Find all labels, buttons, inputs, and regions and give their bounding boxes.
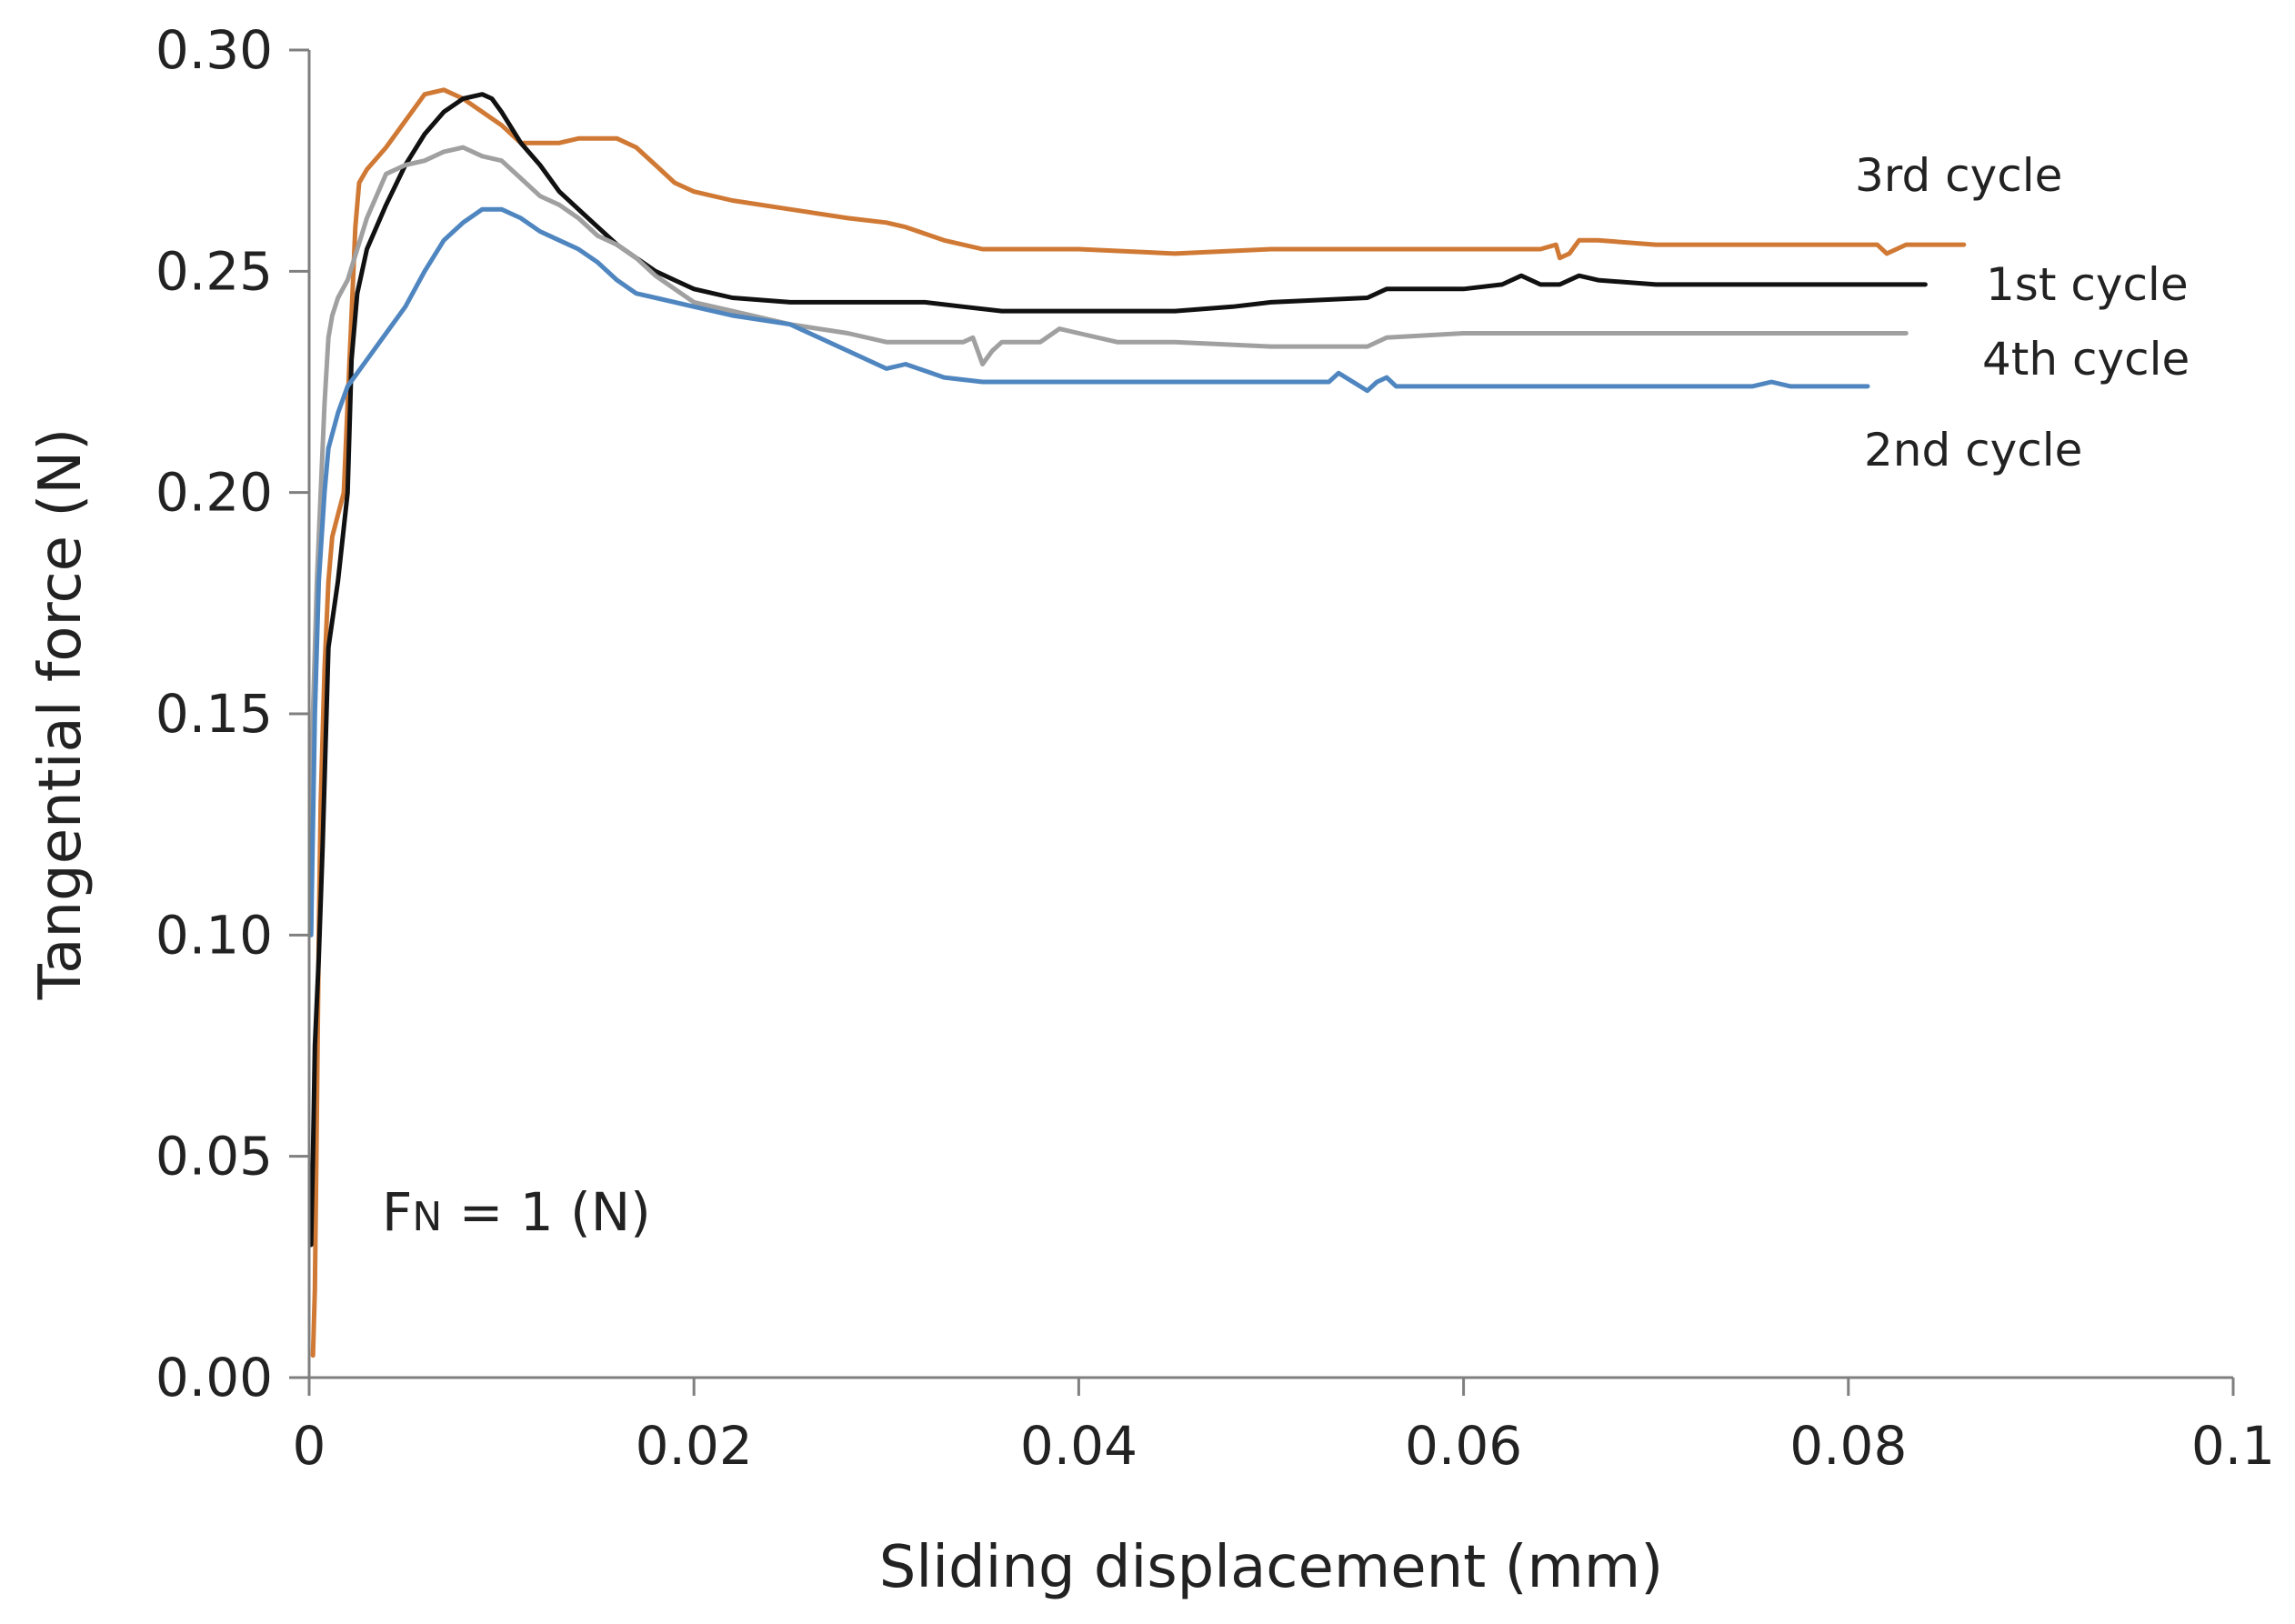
x-tick-label: 0.08 — [1789, 1415, 1907, 1477]
series-label-4: 2nd cycle — [1864, 424, 2082, 476]
annotation-suffix: = 1 (N) — [442, 1181, 650, 1243]
x-ticks: 0 0.02 0.04 0.06 0.08 0.1 — [293, 1378, 2275, 1477]
y-ticks: 0.00 0.05 0.10 0.15 0.20 0.25 0.30 — [155, 19, 309, 1408]
annotation-prefix: F — [382, 1181, 412, 1243]
x-axis-title: Sliding displacement (mm) — [879, 1534, 1663, 1601]
x-tick-label: 0.1 — [2191, 1415, 2275, 1477]
series-line-3 — [308, 145, 1909, 937]
annotation-subscript: N — [412, 1194, 442, 1240]
series-label-1: 3rd cycle — [1855, 149, 2062, 202]
y-axis-title: Tangential force (N) — [27, 428, 95, 1000]
y-tick-label: 0.10 — [155, 904, 273, 966]
x-tick-label: 0 — [293, 1415, 326, 1477]
series-layer — [308, 87, 1967, 1358]
series-labels: 3rd cycle 1st cycle 4th cycle 2nd cycle — [1855, 149, 2190, 476]
series-label-2: 1st cycle — [1986, 258, 2189, 311]
series-line-2 — [308, 92, 1928, 1248]
series-line-1 — [310, 87, 1967, 1358]
x-tick-label: 0.02 — [636, 1415, 753, 1477]
x-tick-label: 0.04 — [1020, 1415, 1137, 1477]
y-tick-label: 0.30 — [155, 19, 273, 81]
y-tick-label: 0.15 — [155, 683, 273, 745]
y-tick-label: 0.25 — [155, 240, 273, 302]
y-tick-label: 0.05 — [155, 1126, 273, 1188]
normal-force-annotation: FN = 1 (N) — [382, 1181, 651, 1243]
x-tick-label: 0.06 — [1405, 1415, 1522, 1477]
series-line-4 — [308, 206, 1870, 937]
y-tick-label: 0.00 — [155, 1347, 273, 1408]
series-label-3: 4th cycle — [1982, 333, 2190, 386]
y-tick-label: 0.20 — [155, 462, 273, 524]
